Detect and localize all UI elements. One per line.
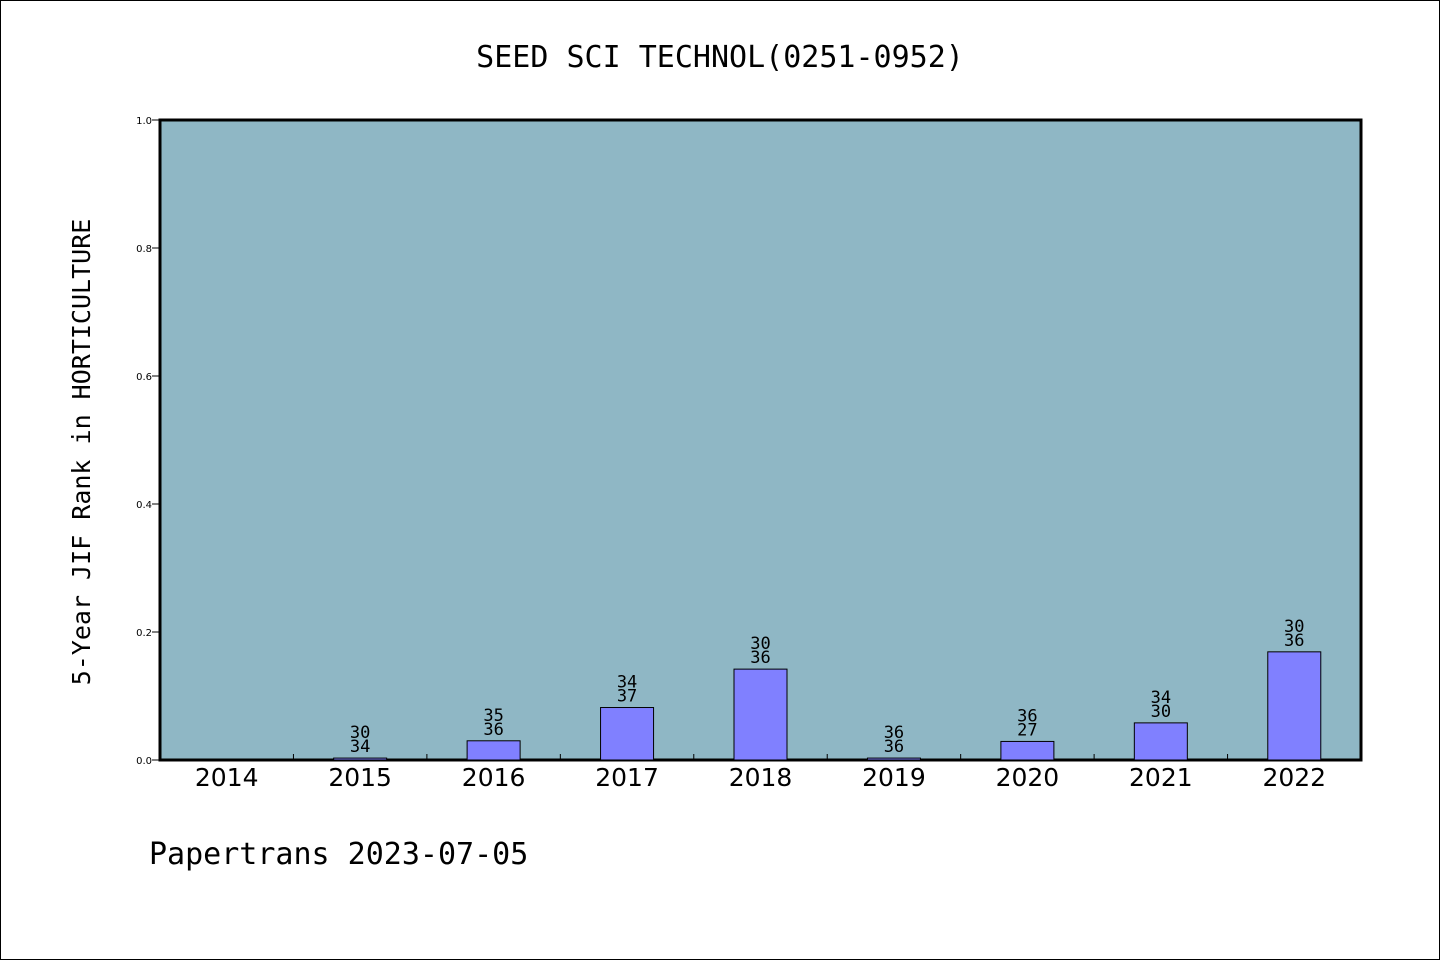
- bar-total-label: 30: [1284, 617, 1304, 637]
- bar-rank-label: 36: [750, 648, 770, 668]
- bar-2021: [1133, 722, 1188, 761]
- x-tick-label: 2016: [462, 763, 526, 792]
- y-tick-label: 0.2: [136, 628, 152, 639]
- y-tick-label: 0.0: [136, 756, 152, 767]
- bar-total-label: 30: [750, 634, 770, 654]
- bar-2018: [733, 668, 788, 761]
- y-axis-label: 5-Year JIF Rank in HORTICULTURE: [67, 219, 96, 686]
- bar-2022: [1267, 651, 1322, 761]
- bar-rank-label: 30: [1151, 702, 1171, 722]
- bar-rank-label: 34: [350, 737, 370, 757]
- bar-rank-label: 36: [483, 720, 503, 740]
- footer-text: Papertrans 2023-07-05: [149, 837, 528, 872]
- chart-title: SEED SCI TECHNOL(0251-0952): [476, 40, 964, 75]
- plot-area: [158, 118, 1363, 762]
- bar-2017: [600, 707, 655, 761]
- bar-total-label: 35: [483, 706, 503, 726]
- x-tick-label: 2017: [595, 763, 659, 792]
- x-tick-label: 2021: [1129, 763, 1193, 792]
- y-tick-label: 0.4: [136, 500, 152, 511]
- x-tick-label: 2020: [996, 763, 1060, 792]
- bar-2019: [866, 757, 921, 761]
- bar-total-label: 34: [617, 673, 637, 693]
- x-tick-label: 2014: [195, 763, 259, 792]
- y-tick-label: 0.6: [136, 372, 152, 383]
- bar-rank-label: 36: [1284, 631, 1304, 651]
- bar-total-label: 30: [350, 723, 370, 743]
- bar-total-label: 34: [1151, 688, 1171, 708]
- x-tick-label: 2019: [862, 763, 926, 792]
- y-tick-label: 0.8: [136, 244, 152, 255]
- bar-total-label: 36: [1017, 706, 1037, 726]
- bar-rank-label: 37: [617, 687, 637, 707]
- x-tick-label: 2015: [328, 763, 392, 792]
- x-tick-label: 2018: [729, 763, 793, 792]
- bar-rank-label: 36: [884, 737, 904, 757]
- bar-2020: [1000, 740, 1055, 761]
- bar-2016: [466, 740, 521, 761]
- bar-total-label: 36: [884, 723, 904, 743]
- bar-rank-label: 27: [1017, 720, 1037, 740]
- y-tick-label: 1.0: [136, 116, 152, 127]
- bar-2015: [333, 757, 388, 761]
- x-tick-label: 2022: [1262, 763, 1326, 792]
